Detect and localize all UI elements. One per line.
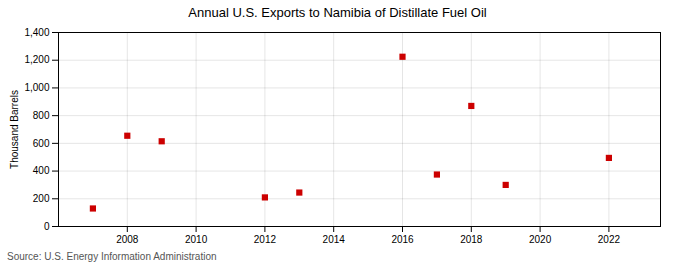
svg-text:200: 200 (33, 193, 50, 204)
html-text:Source: U.S. Energy Informatio: Source: U.S. Energy Information Administ… (7, 251, 217, 262)
svg-text:1,000: 1,000 (24, 82, 49, 93)
svg-text:2008: 2008 (116, 234, 139, 245)
svg-text:800: 800 (33, 110, 50, 121)
svg-text:Thousand Barrels: Thousand Barrels (9, 90, 20, 169)
svg-text:400: 400 (33, 165, 50, 176)
svg-text:2014: 2014 (323, 234, 346, 245)
svg-text:1,400: 1,400 (24, 27, 49, 38)
svg-text:2022: 2022 (598, 234, 621, 245)
svg-text:2020: 2020 (529, 234, 552, 245)
svg-text:2018: 2018 (460, 234, 483, 245)
svg-text:2010: 2010 (185, 234, 208, 245)
svg-text:1,200: 1,200 (24, 54, 49, 65)
svg-text:600: 600 (33, 138, 50, 149)
svg-text:0: 0 (44, 221, 50, 232)
html-text:Annual U.S. Exports to Namibia: Annual U.S. Exports to Namibia of Distil… (188, 5, 487, 20)
svg-text:2016: 2016 (391, 234, 414, 245)
svg-text:2012: 2012 (254, 234, 277, 245)
